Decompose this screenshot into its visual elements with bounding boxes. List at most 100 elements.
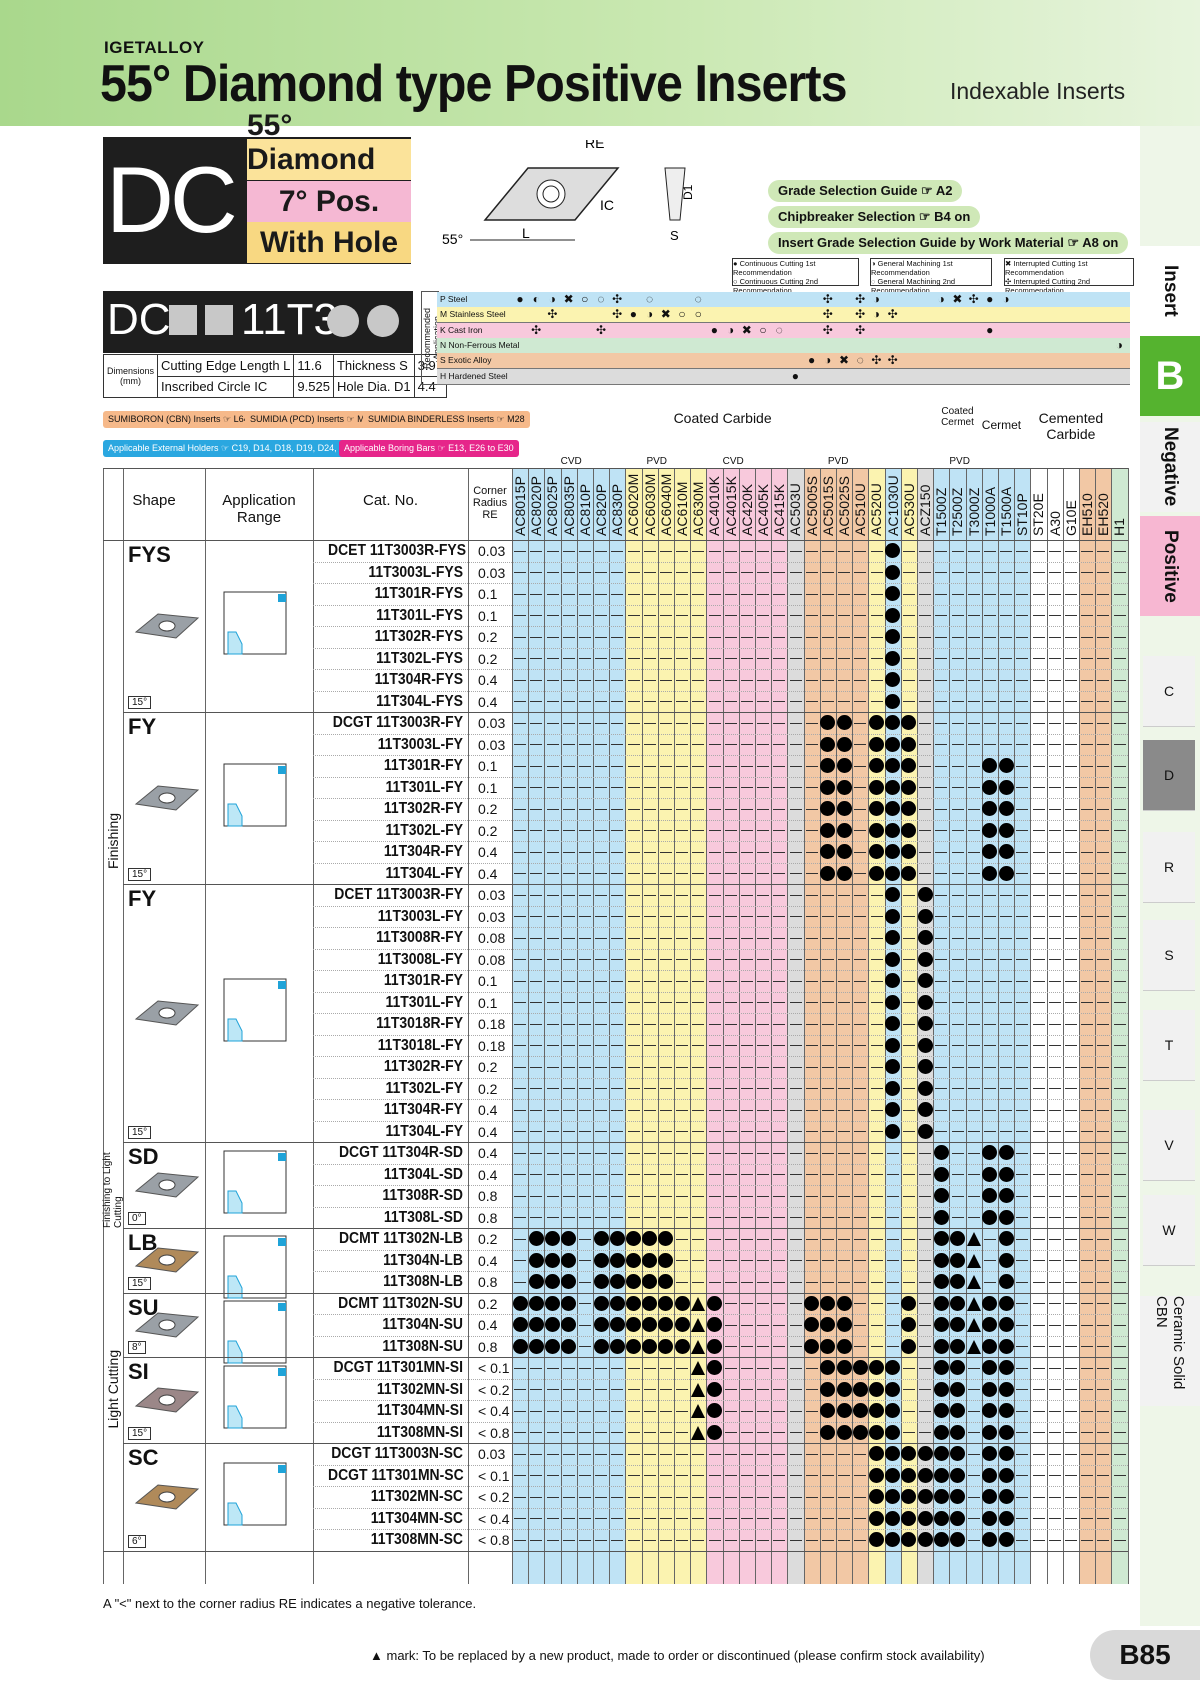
not-available-dash: [1081, 1389, 1094, 1391]
not-available-dash: [627, 722, 640, 724]
availability-dot: [933, 1274, 949, 1289]
not-available-dash: [1113, 1088, 1126, 1090]
not-available-dash: [773, 679, 786, 681]
tab-positive[interactable]: Positive: [1140, 516, 1200, 616]
not-available-dash: [983, 980, 996, 982]
pill-holders[interactable]: Applicable External Holders ☞ C19, D14, …: [103, 440, 361, 457]
not-available-dash: [854, 701, 867, 703]
not-available-dash: [562, 937, 575, 939]
not-available-dash: [514, 894, 527, 896]
not-available-dash: [838, 1045, 851, 1047]
not-available-dash: [1081, 1367, 1094, 1369]
not-available-dash: [1000, 1131, 1013, 1133]
not-available-dash: [740, 808, 753, 810]
availability-dot: [561, 1274, 577, 1289]
not-available-dash: [773, 1518, 786, 1520]
not-available-dash: [627, 1023, 640, 1025]
shape-tab-w[interactable]: W: [1143, 1195, 1195, 1266]
not-available-dash: [627, 873, 640, 875]
not-available-dash: [530, 1410, 543, 1412]
not-available-dash: [838, 959, 851, 961]
availability-dot: [593, 1295, 609, 1311]
catalog-number: DCGT 11T301MN-SI: [333, 1359, 463, 1376]
not-available-dash: [757, 1303, 770, 1305]
availability-dot: [901, 736, 917, 752]
not-available-dash: [740, 1088, 753, 1090]
shape-tab-d[interactable]: D: [1143, 740, 1195, 811]
not-available-dash: [514, 1002, 527, 1004]
availability-dot: [998, 1424, 1014, 1440]
not-available-dash: [789, 1539, 802, 1541]
row-separator: [313, 626, 1128, 627]
not-available-dash: [595, 701, 608, 703]
catalog-number: 11T301L-FYS: [376, 606, 463, 624]
not-available-dash: [1113, 1066, 1126, 1068]
not-available-dash: [1048, 1518, 1061, 1520]
pill-sumidia[interactable]: SUMIDIA (PCD) Inserts ☞ M13: [245, 411, 380, 428]
not-available-dash: [870, 1281, 883, 1283]
pill-boring-bars[interactable]: Applicable Boring Bars ☞ E13, E26 to E30: [339, 440, 519, 457]
tab-ceramic-cbn[interactable]: Ceramic Solid CBN: [1140, 1296, 1200, 1406]
not-available-dash: [530, 744, 543, 746]
not-available-dash: [740, 1109, 753, 1111]
catalog-number: DCMT 11T302N-SU: [338, 1294, 463, 1312]
not-available-dash: [530, 1131, 543, 1133]
not-available-dash: [870, 1088, 883, 1090]
not-available-dash: [983, 894, 996, 896]
not-available-dash: [773, 1238, 786, 1240]
not-available-dash: [838, 679, 851, 681]
catalog-number: 11T301L-FY: [385, 778, 463, 796]
not-available-dash: [1064, 830, 1077, 832]
not-available-dash: [676, 1152, 689, 1154]
not-available-dash: [1048, 1324, 1061, 1326]
not-available-dash: [724, 1131, 737, 1133]
tab-letter-b[interactable]: B: [1140, 336, 1200, 416]
shape-tab-t[interactable]: T: [1143, 1010, 1195, 1081]
availability-dot: [885, 779, 901, 795]
grade-column-band: [593, 468, 610, 1584]
pill-sumiboron[interactable]: SUMIBORON (CBN) Inserts ☞ L64 on: [103, 411, 267, 428]
shape-tab-r[interactable]: R: [1143, 832, 1195, 903]
grid-bottom-line: [103, 1550, 1128, 1552]
catalog-number: 11T304L-FY: [385, 864, 463, 882]
guide-grade[interactable]: Grade Selection Guide ☞ A2: [768, 180, 963, 202]
shape-tab-label: C: [1163, 683, 1175, 699]
availability-dot: [836, 715, 852, 730]
not-available-dash: [546, 550, 559, 552]
not-available-dash: [1048, 980, 1061, 982]
not-available-dash: [757, 937, 770, 939]
not-available-dash: [578, 1238, 591, 1240]
tab-negative[interactable]: Negative: [1140, 422, 1200, 512]
not-available-dash: [1081, 658, 1094, 660]
guide-material[interactable]: Insert Grade Selection Guide by Work Mat…: [768, 232, 1129, 254]
not-available-dash: [578, 701, 591, 703]
not-available-dash: [1016, 593, 1029, 595]
shape-tab-s[interactable]: S: [1143, 920, 1195, 991]
not-available-dash: [1048, 722, 1061, 724]
tab-insert[interactable]: Insert: [1140, 246, 1200, 336]
not-available-dash: [578, 1260, 591, 1262]
material-mark: ✣: [887, 353, 898, 368]
not-available-dash: [724, 1539, 737, 1541]
pill-binderless[interactable]: SUMIDIA BINDERLESS Inserts ☞ M28: [363, 411, 530, 428]
not-available-dash: [676, 808, 689, 810]
not-available-dash: [854, 572, 867, 574]
not-available-dash: [821, 959, 834, 961]
not-available-dash: [659, 636, 672, 638]
guide-chipbreaker[interactable]: Chipbreaker Selection ☞ B4 on: [768, 206, 981, 228]
not-available-dash: [546, 722, 559, 724]
not-available-dash: [951, 593, 964, 595]
not-available-dash: [773, 1496, 786, 1498]
not-available-dash: [967, 1023, 980, 1025]
not-available-dash: [692, 1453, 705, 1455]
not-available-dash: [1113, 1131, 1126, 1133]
not-available-dash: [530, 636, 543, 638]
not-available-dash: [724, 851, 737, 853]
grade-column-line: [1095, 468, 1097, 1584]
availability-dot: [933, 1209, 949, 1225]
not-available-dash: [757, 1367, 770, 1369]
not-available-dash: [1081, 1217, 1094, 1219]
insert-photo-icon: [134, 1247, 200, 1273]
shape-tab-c[interactable]: C: [1143, 656, 1195, 727]
shape-tab-v[interactable]: V: [1143, 1110, 1195, 1181]
